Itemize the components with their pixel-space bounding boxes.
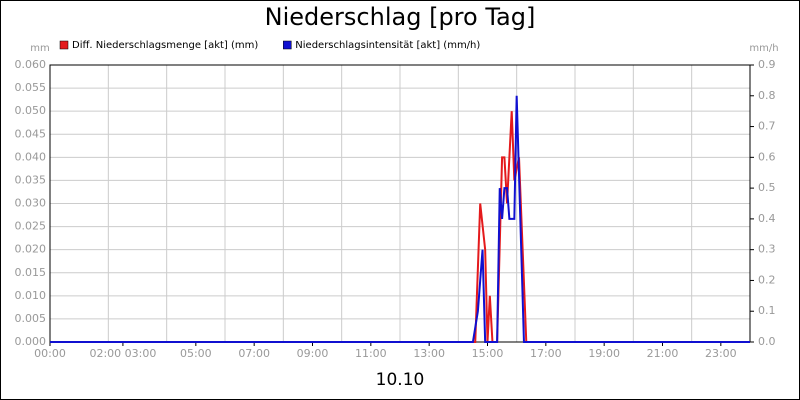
y-axis-unit: mm (30, 43, 49, 54)
x-axis-label: 10.10 (376, 370, 425, 390)
x-tick-label: 09:00 (297, 347, 329, 360)
y-tick-label: 0.010 (15, 289, 47, 302)
y-tick-label: 0.000 (15, 335, 47, 348)
y-tick-label: 0.025 (15, 220, 47, 233)
y-tick-label: 0.045 (15, 127, 47, 140)
series-line (50, 95, 750, 343)
y2-tick-label: 0.7 (758, 120, 776, 133)
y-tick-label: 0.060 (15, 58, 47, 71)
x-tick-label: 07:00 (238, 347, 270, 360)
x-tick-label: 05:00 (180, 347, 212, 360)
y2-tick-label: 0.0 (758, 335, 776, 348)
y-tick-label: 0.015 (15, 266, 47, 279)
chart-title: Niederschlag [pro Tag] (265, 3, 536, 31)
x-tick-label: 23:00 (705, 347, 737, 360)
x-tick-label: 00:00 (34, 347, 66, 360)
y2-tick-label: 0.5 (758, 181, 776, 194)
y2-tick-label: 0.9 (758, 58, 776, 71)
y-tick-label: 0.005 (15, 312, 47, 325)
y2-tick-label: 0.3 (758, 243, 776, 256)
y2-tick-label: 0.1 (758, 304, 776, 317)
legend-swatch (59, 40, 69, 50)
x-tick-label: 13:00 (413, 347, 445, 360)
x-tick-label: 02:00 03:00 (89, 347, 156, 360)
x-tick-label: 15:00 (472, 347, 504, 360)
y2-tick-label: 0.2 (758, 273, 776, 286)
legend-label: Niederschlagsintensität [akt] (mm/h) (295, 40, 480, 51)
x-tick-label: 19:00 (588, 347, 620, 360)
y2-tick-label: 0.8 (758, 89, 776, 102)
y-tick-label: 0.030 (15, 197, 47, 210)
x-tick-label: 11:00 (355, 347, 387, 360)
y2-axis-unit: mm/h (749, 43, 778, 54)
y-tick-label: 0.050 (15, 104, 47, 117)
x-tick-label: 21:00 (647, 347, 679, 360)
y-tick-label: 0.020 (15, 243, 47, 256)
y2-tick-label: 0.4 (758, 212, 776, 225)
legend-label: Diff. Niederschlagsmenge [akt] (mm) (72, 40, 258, 51)
x-tick-label: 17:00 (530, 347, 562, 360)
y-tick-label: 0.035 (15, 173, 47, 186)
y-tick-label: 0.040 (15, 150, 47, 163)
legend-swatch (283, 40, 292, 50)
y2-tick-label: 0.6 (758, 150, 776, 163)
y-tick-label: 0.055 (15, 81, 47, 94)
